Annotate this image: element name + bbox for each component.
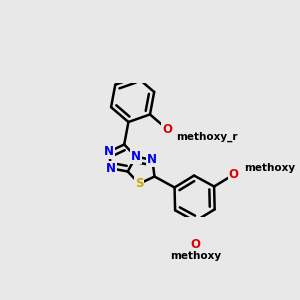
- Text: methoxy: methoxy: [244, 163, 295, 173]
- Text: methoxy_r: methoxy_r: [176, 132, 238, 142]
- Text: N: N: [106, 162, 116, 175]
- Text: N: N: [147, 153, 157, 166]
- Text: methoxy: methoxy: [170, 251, 222, 261]
- Text: S: S: [135, 177, 143, 190]
- Text: O: O: [162, 123, 172, 136]
- Text: N: N: [104, 145, 114, 158]
- Text: O: O: [191, 238, 201, 250]
- Text: O: O: [162, 123, 172, 136]
- Text: O: O: [229, 168, 238, 181]
- Text: N: N: [131, 150, 141, 163]
